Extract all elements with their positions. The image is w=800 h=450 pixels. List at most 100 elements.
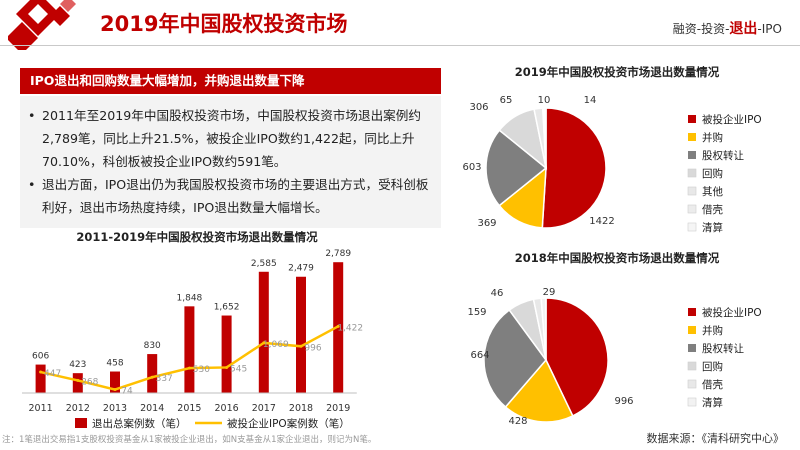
bar-value-label: 830: [144, 341, 161, 351]
legend-swatch: [688, 344, 696, 352]
pie-slice: [504, 358, 574, 423]
legend-label: 清算: [702, 221, 723, 234]
pie-slice: [540, 297, 547, 361]
x-tick-label: 2016: [215, 403, 239, 414]
x-tick-label: 2013: [103, 403, 127, 414]
pie-value-label: 996: [614, 396, 633, 407]
pie-chart-title: 2018年中国股权投资市场退出数量情况: [515, 251, 720, 265]
pie-value-label: 369: [477, 218, 496, 229]
legend-bar-swatch: [75, 418, 87, 428]
pie-value-label: 1422: [589, 216, 614, 227]
pie-slice: [485, 129, 548, 207]
bar-value-label: 2,585: [251, 259, 277, 269]
bar: [110, 371, 120, 393]
pie-slice: [543, 107, 547, 169]
bar: [258, 271, 269, 393]
x-tick-label: 2018: [289, 403, 313, 414]
line-value-label: 337: [156, 374, 173, 384]
pie-value-label: 603: [462, 162, 481, 173]
line-value-label: 447: [44, 369, 61, 379]
nav-financing[interactable]: 融资: [672, 22, 697, 36]
legend-label: 清算: [702, 396, 723, 409]
line-point: [262, 341, 266, 345]
line-point: [187, 366, 191, 370]
legend-swatch: [688, 115, 696, 123]
legend-label: 回购: [702, 167, 723, 180]
bar-value-label: 1,652: [214, 303, 240, 313]
pie-value-label: 29: [543, 287, 556, 298]
pie-value-label: 65: [500, 95, 513, 106]
bar-value-label: 423: [69, 360, 86, 370]
x-tick-label: 2017: [252, 403, 276, 414]
bar-value-label: 458: [106, 359, 123, 369]
line-value-label: 74: [121, 387, 133, 397]
legend-label: 其他: [702, 185, 723, 198]
legend-swatch: [687, 168, 697, 178]
bar: [296, 276, 306, 393]
line-point: [39, 370, 43, 374]
summary-bullet: 2011年至2019年中国股权投资市场，中国股权投资市场退出案例约2,789笔，…: [28, 104, 438, 173]
breadcrumb-nav: 融资-投资-退出-IPO: [673, 18, 782, 38]
legend-swatch: [688, 133, 696, 141]
pie-value-label: 159: [467, 307, 486, 318]
bar-value-label: 2,789: [325, 249, 351, 259]
summary-bullets: 2011年至2019年中国股权投资市场，中国股权投资市场退出案例约2,789笔，…: [28, 104, 438, 219]
bar: [147, 354, 158, 393]
legend-label: 并购: [702, 324, 723, 337]
x-tick-label: 2015: [177, 403, 201, 414]
line-value-label: 268: [81, 377, 98, 387]
line-value-label: 545: [230, 364, 247, 374]
bar: [184, 306, 195, 393]
nav-ipo[interactable]: IPO: [761, 22, 782, 36]
pie-value-label: 14: [584, 95, 597, 106]
line-point: [299, 344, 303, 348]
legend-swatch: [687, 204, 697, 214]
legend-label: 被投企业IPO: [702, 113, 762, 126]
line-value-label: 996: [304, 343, 321, 353]
bar-value-label: 606: [32, 352, 49, 362]
nav-separator: -: [725, 22, 730, 36]
page-title: 2019年中国股权投资市场: [100, 12, 348, 36]
summary-heading: IPO退出和回购数量大幅增加，并购退出数量下降: [20, 68, 441, 94]
pie-slice: [508, 298, 547, 361]
pie-slice: [483, 308, 547, 409]
line-point: [150, 375, 154, 379]
legend-swatch: [687, 361, 697, 371]
nav-exit[interactable]: 退出: [729, 21, 758, 37]
legend-swatch: [687, 397, 697, 407]
line-value-label: 530: [193, 365, 210, 375]
legend-swatch: [687, 222, 697, 232]
line-point: [76, 378, 80, 382]
bar: [221, 315, 232, 393]
pie-value-label: 664: [470, 350, 489, 361]
pie-slice: [498, 108, 548, 170]
pie-value-label: 10: [538, 95, 551, 106]
pie-slice: [533, 107, 547, 169]
bar-value-label: 1,848: [177, 293, 203, 303]
header-divider: [0, 45, 800, 46]
legend-swatch: [688, 326, 696, 334]
line-value-label: 1,422: [337, 323, 363, 333]
bar-value-label: 2,479: [288, 264, 314, 274]
nav-investment[interactable]: 投资: [701, 22, 726, 36]
legend-label: 被投企业IPO: [702, 306, 762, 319]
pie-slice: [498, 166, 547, 229]
pie-chart-title: 2019年中国股权投资市场退出数量情况: [515, 65, 720, 79]
legend-label: 借壳: [702, 203, 723, 216]
pie-value-label: 306: [469, 102, 488, 113]
pie-slice: [541, 107, 547, 169]
pie-slice: [545, 297, 609, 417]
bar: [333, 262, 344, 393]
ipo-line: [40, 325, 339, 391]
x-tick-label: 2014: [140, 403, 164, 414]
legend-label: 借壳: [702, 378, 723, 391]
legend-line-label: 被投企业IPO案例数（笔）: [227, 417, 350, 430]
legend-label: 并购: [702, 131, 723, 144]
bar-chart-title: 2011-2019年中国股权投资市场退出数量情况: [76, 230, 318, 244]
pie-slice: [532, 297, 547, 361]
bar: [35, 364, 46, 393]
legend-swatch: [688, 308, 696, 316]
summary-bullet: 退出方面，IPO退出仍为我国股权投资市场的主要退出方式，受科创板利好，退出市场热…: [28, 173, 438, 219]
line-point: [225, 365, 229, 369]
line-point: [113, 388, 117, 392]
